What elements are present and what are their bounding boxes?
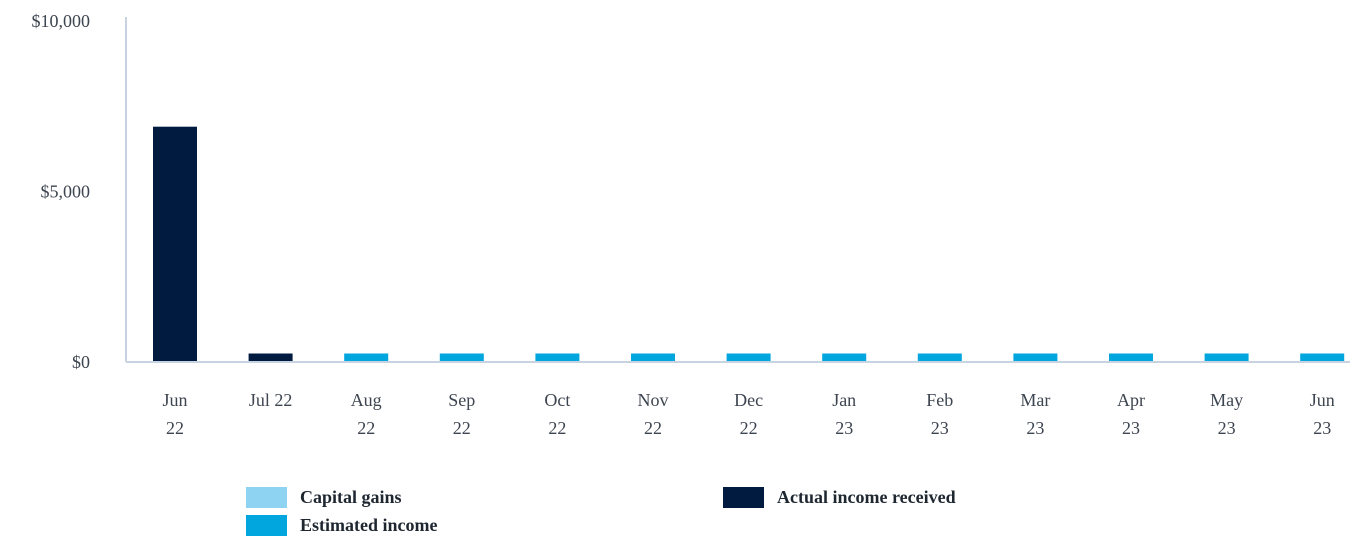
bar-estimated-income bbox=[1013, 353, 1058, 362]
legend-label-actual-income: Actual income received bbox=[777, 486, 956, 507]
y-tick-label: $0 bbox=[72, 352, 90, 372]
x-tick-label: Mar 23 bbox=[1020, 390, 1050, 438]
legend-item-estimated-income: Estimated income bbox=[246, 514, 437, 536]
y-axis: $0 $5,000 $10,000 bbox=[32, 11, 127, 372]
bar-estimated-income bbox=[726, 353, 771, 362]
bar-estimated-income bbox=[535, 353, 580, 362]
bar-estimated-income bbox=[344, 353, 389, 362]
legend-label-estimated-income: Estimated income bbox=[300, 514, 438, 535]
x-tick-label: Sep 22 bbox=[448, 390, 475, 438]
legend-swatch-capital-gains bbox=[246, 486, 287, 508]
legend-swatch-actual-income bbox=[723, 486, 764, 508]
legend: Capital gains Actual income received Est… bbox=[246, 484, 1146, 536]
bar-actual-income-received bbox=[248, 353, 293, 362]
x-tick-label: Feb 23 bbox=[926, 390, 953, 438]
legend-item-actual-income: Actual income received bbox=[723, 486, 956, 508]
bar-estimated-income bbox=[822, 353, 867, 362]
x-tick-label: Jun 22 bbox=[162, 390, 187, 438]
bar-estimated-income bbox=[1300, 353, 1345, 362]
x-tick-label: Oct 22 bbox=[544, 390, 570, 438]
x-tick-label: Nov 22 bbox=[638, 390, 669, 438]
bar-estimated-income bbox=[917, 353, 962, 362]
x-tick-label: May 23 bbox=[1210, 390, 1243, 438]
legend-swatch-estimated-income bbox=[246, 514, 287, 536]
x-tick-label: Jul 22 bbox=[249, 390, 293, 410]
bar-actual-income-received bbox=[153, 126, 197, 362]
bar-estimated-income bbox=[1109, 353, 1153, 362]
y-tick-label: $10,000 bbox=[32, 11, 91, 31]
bars bbox=[153, 126, 1345, 362]
x-axis: Jun 22 Jul 22 Aug 22 Sep 22 Oct 22 Nov 22 Dec 22 Jan 2… bbox=[126, 361, 1350, 438]
bar-estimated-income bbox=[439, 353, 484, 362]
x-tick-label: Jan 23 bbox=[832, 390, 856, 438]
y-tick-label: $5,000 bbox=[41, 182, 91, 202]
x-tick-label: Aug 22 bbox=[351, 390, 382, 438]
x-tick-label: Jun 23 bbox=[1310, 390, 1335, 438]
bar-estimated-income bbox=[1204, 353, 1249, 362]
x-tick-label: Dec 22 bbox=[734, 390, 763, 438]
legend-item-capital-gains: Capital gains bbox=[246, 486, 402, 508]
bar-estimated-income bbox=[631, 353, 675, 362]
legend-label-capital-gains: Capital gains bbox=[300, 486, 402, 507]
x-tick-label: Apr 23 bbox=[1117, 390, 1145, 438]
